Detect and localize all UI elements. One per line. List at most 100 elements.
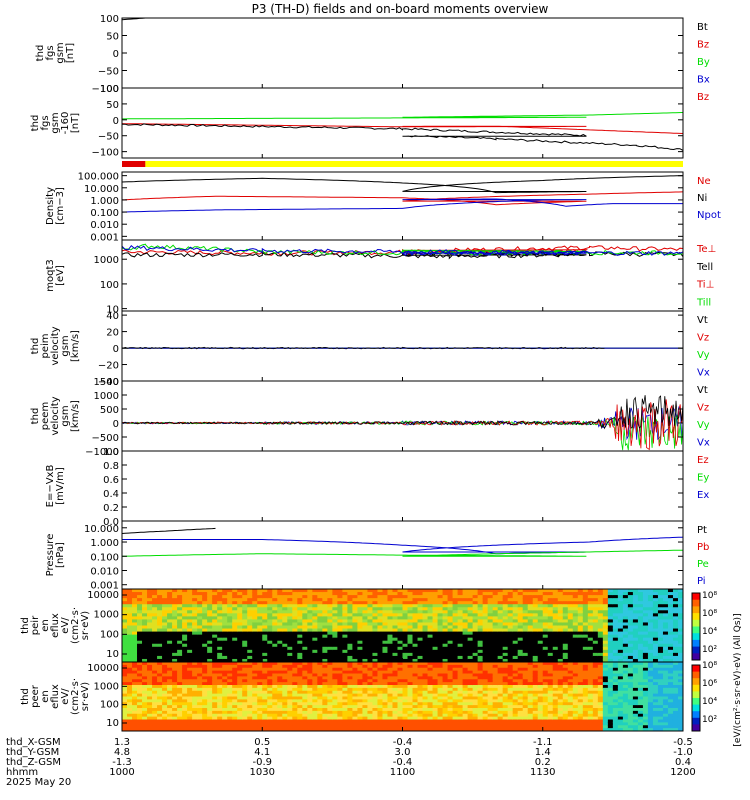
status-bar-segment (122, 161, 146, 167)
legend-entry: Pi (697, 576, 706, 587)
y-tick-label: −1000 (85, 447, 119, 458)
y-axis-label: thd (20, 617, 31, 634)
y-tick-label: 1.0 (103, 447, 119, 458)
series-line (122, 395, 683, 430)
y-axis-label: Pressure (45, 534, 56, 577)
legend-entry: Bx (697, 75, 710, 86)
x-axis-row-label: thd_X-GSM (6, 737, 61, 748)
y-tick-label: 100 (100, 280, 119, 291)
y-tick-label: 1.000 (90, 196, 119, 207)
y-axis-label: sr·eV) (80, 611, 91, 640)
y-axis-label: velocity (50, 396, 61, 435)
y-tick-label: 100.000 (78, 172, 119, 183)
panel-frame (121, 171, 684, 241)
y-axis-label: -160 (60, 112, 71, 135)
legend-entry: Bt (697, 22, 708, 33)
x-axis-value: 4.8 (114, 747, 130, 758)
series-line-Vz (122, 331, 683, 349)
y-tick-label: 0.001 (90, 581, 119, 592)
y-tick-label: 50 (106, 100, 119, 111)
y-axis-label: eflux (50, 613, 61, 638)
x-axis-value: 0.5 (254, 737, 270, 748)
y-tick-label: −50 (98, 67, 119, 78)
panel-fgs_detail: 100 50 0 −50 −100 Bz thd fgs gsm -160 [nT] (30, 84, 709, 159)
y-tick-label: 0.010 (90, 566, 119, 577)
colorbar: 10⁸ 10⁸ 10⁴ 10² 10⁸ 10⁶ 10⁴ 10² [eV/(cm²·s·sr·eV… (691, 591, 743, 747)
y-axis-label: fgs (45, 45, 56, 60)
legend-entry: Te⊥ (696, 244, 716, 255)
x-axis-value: 0.2 (535, 757, 551, 768)
y-axis-label: [nT] (65, 43, 76, 63)
y-tick-label: 20 (106, 328, 119, 339)
y-axis-label: eV/ (60, 617, 71, 634)
y-axis-label: en (40, 619, 51, 632)
y-axis-label: thd (30, 408, 41, 425)
y-tick-label: 100 (100, 629, 119, 640)
y-tick-label: 0 (113, 49, 119, 60)
legend-entry: Ni (697, 193, 707, 204)
legend-entry: Pe (697, 559, 709, 570)
y-tick-label: 0.4 (103, 489, 119, 500)
y-tick-label: 10.000 (84, 184, 119, 195)
y-tick-label: 1000 (94, 681, 119, 692)
y-tick-label: 1.000 (90, 538, 119, 549)
panel-frame (121, 310, 684, 382)
y-axis-label: peir (30, 615, 41, 635)
panel-fgs: 100 50 0 −50 −100 Bt Bz By Bx thd fgs gsm [nT] (35, 14, 750, 95)
panel-efield: 1.0 0.8 0.6 0.4 0.2 0.0 Ez Ey Ex E=−VxB [mV/m] (45, 447, 709, 528)
legend-entry: Ey (697, 473, 709, 484)
y-axis-label: [nT] (70, 113, 81, 133)
y-axis-label: thd (30, 115, 41, 132)
y-tick-label: 1500 (94, 377, 119, 388)
y-axis-label: peim (40, 333, 51, 358)
x-axis-value: 1100 (390, 767, 415, 778)
y-tick-label: 10000 (87, 590, 119, 601)
colorbar-tick: 10⁸ (702, 591, 717, 601)
y-tick-label: 0 (113, 419, 119, 430)
y-tick-label: 0.8 (103, 461, 119, 472)
y-axis-label: peem (40, 402, 51, 430)
figure-title: P3 (TH-D) fields and on-board moments ov… (252, 2, 549, 16)
y-tick-label: 0.001 (90, 232, 119, 243)
legend-entry: Ez (697, 455, 709, 466)
x-axis-value: -1.3 (112, 757, 132, 768)
legend-entry: Till (696, 297, 711, 308)
panel-peir: 10000 1000 100 10 thd peir en eflux eV/(cm2·s· sr… (20, 588, 684, 663)
y-axis-label: (cm2·s· (70, 607, 81, 644)
legend-entry: Vz (697, 403, 709, 414)
colorbar-tick: 10⁴ (702, 627, 717, 637)
y-tick-label: −500 (92, 433, 119, 444)
series-line-Npot (122, 198, 683, 213)
legend-entry: Vy (697, 420, 710, 431)
y-axis-label: gsm (60, 335, 71, 356)
legend-entry: Vt (697, 385, 708, 396)
legend-entry: Vz (697, 333, 709, 344)
y-tick-label: 0.0 (103, 517, 119, 528)
y-axis-label: fgs (40, 115, 51, 130)
series-line-black (122, 123, 683, 152)
y-tick-label: 10 (106, 649, 119, 660)
y-axis-label: peer (30, 684, 41, 708)
y-axis-label: E=−VxB (45, 465, 56, 508)
legend-entry: Vx (697, 438, 710, 449)
y-tick-label: 1000 (94, 610, 119, 621)
y-axis-label: [eV] (55, 265, 66, 286)
panel-peim_vel: 40 20 0 −20 −40 Vt Vz Vy Vx thd peim velocity gsm [km… (30, 310, 710, 388)
x-axis-row-label: hhmm (6, 767, 38, 778)
panel-frame (121, 450, 684, 522)
y-tick-label: 10.000 (84, 524, 119, 535)
y-axis-label: gsm (55, 42, 66, 63)
legend-entry: Ex (697, 490, 709, 501)
series-line-Ti (122, 251, 683, 309)
colorbar-tick: 10⁸ (702, 609, 717, 619)
y-tick-label: 0.6 (103, 475, 119, 486)
legend-entry: Pb (697, 542, 709, 553)
y-tick-label: 10000 (87, 663, 119, 674)
legend-entry: Vx (697, 368, 710, 379)
series-line-Bx (744, 18, 750, 95)
y-axis-label: thd (35, 45, 46, 62)
x-axis-value: 1.3 (114, 737, 130, 748)
y-tick-label: 0.010 (90, 220, 119, 231)
y-axis-label: thd (20, 688, 31, 705)
colorbar-label: [eV/(cm²·s·sr·eV)·eV) (All Qs)] (733, 613, 743, 746)
